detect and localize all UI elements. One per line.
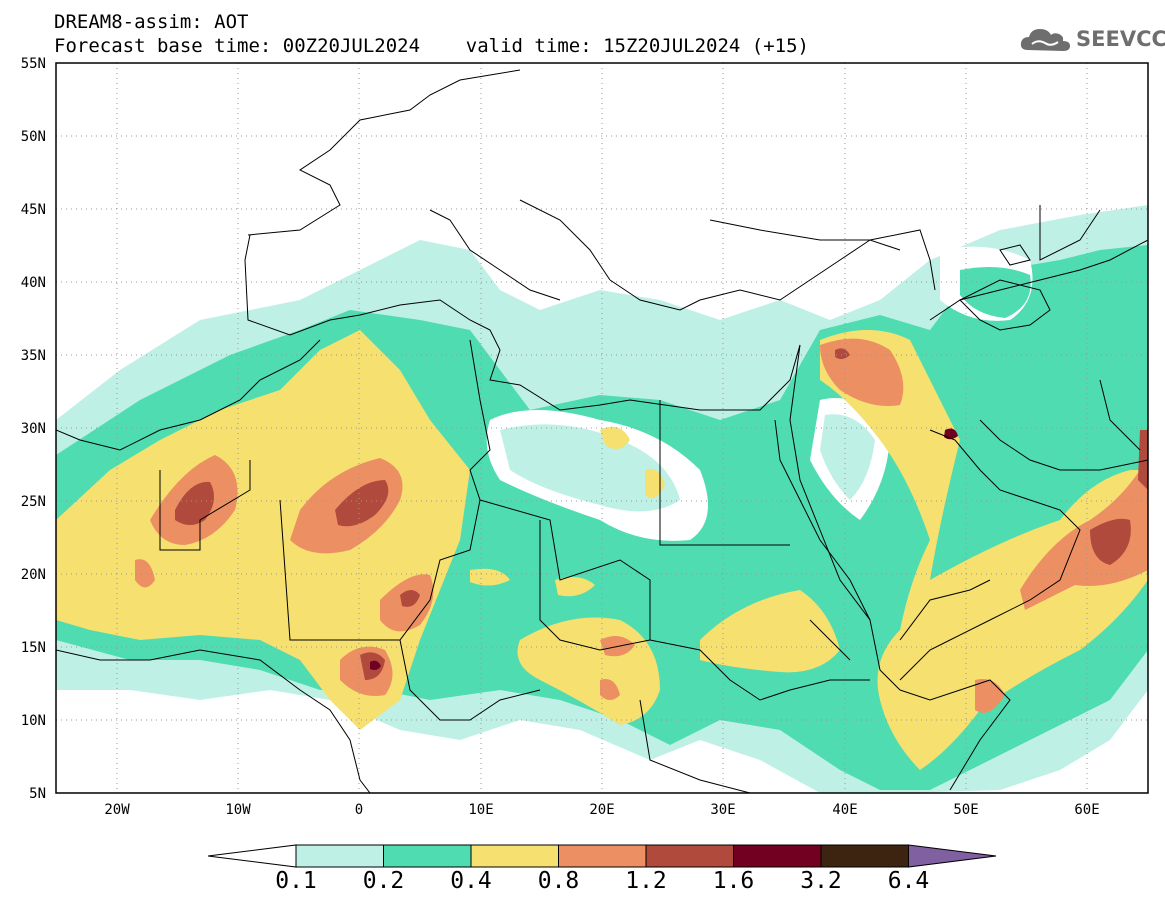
colorbar-swatch: [383, 844, 472, 868]
forecast-time-label: Forecast base time: 00Z20JUL2024 valid t…: [54, 35, 809, 57]
lon-label: 20W: [104, 802, 130, 818]
graticule: [56, 63, 1148, 793]
lat-label: 10N: [21, 713, 46, 729]
lat-label: 45N: [21, 202, 46, 218]
lon-label: 60E: [1074, 802, 1099, 818]
lat-label: 40N: [21, 275, 46, 291]
colorbar-swatch: [733, 844, 822, 868]
lat-label: 50N: [21, 129, 46, 145]
lon-label: 40E: [832, 802, 857, 818]
lat-label: 20N: [21, 567, 46, 583]
map-frame: [55, 62, 1149, 794]
lat-label: 15N: [21, 640, 46, 656]
colorbar-label: 0.1: [275, 868, 317, 894]
lat-label: 55N: [21, 56, 46, 72]
longitude-labels: 20W 10W 0 10E 20E 30E 40E 50E 60E: [104, 802, 1099, 818]
colorbar-swatch: [558, 844, 647, 868]
colorbar: [207, 844, 997, 868]
lon-label: 50E: [953, 802, 978, 818]
colorbar-swatch: [295, 844, 384, 868]
colorbar-label: 0.2: [362, 868, 405, 894]
lon-label: 20E: [589, 802, 614, 818]
lat-label: 25N: [21, 494, 46, 510]
cloud-icon: [1020, 29, 1070, 51]
logo-text: SEEVCCC: [1076, 27, 1165, 51]
lat-label: 5N: [29, 786, 46, 802]
coastlines-borders: [56, 69, 1148, 793]
colorbar-label: 1.6: [712, 868, 755, 894]
colorbar-low-arrow: [207, 844, 297, 868]
colorbar-label: 3.2: [800, 868, 842, 894]
colorbar-swatch: [645, 844, 734, 868]
lon-label: 10E: [468, 802, 493, 818]
lon-label: 10W: [225, 802, 251, 818]
colorbar-label: 0.8: [537, 868, 580, 894]
lat-label: 30N: [21, 421, 46, 437]
colorbar-label: 1.2: [625, 868, 667, 894]
map-title: DREAM8-assim: AOT: [54, 11, 249, 33]
colorbar-label: 6.4: [887, 868, 930, 894]
latitude-labels: 55N 50N 45N 40N 35N 30N 25N 20N 15N 10N …: [21, 56, 46, 802]
colorbar-swatch: [820, 844, 909, 868]
colorbar-swatch: [470, 844, 559, 868]
lon-label: 30E: [710, 802, 735, 818]
seevccc-logo: SEEVCCC: [1018, 24, 1165, 56]
lat-label: 35N: [21, 348, 46, 364]
lon-label: 0: [355, 802, 363, 818]
colorbar-label: 0.4: [450, 868, 492, 894]
colorbar-high-arrow: [908, 844, 997, 868]
